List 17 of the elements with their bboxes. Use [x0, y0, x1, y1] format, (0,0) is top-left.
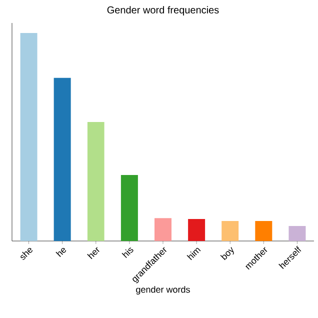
x-axis-title: gender words: [136, 286, 190, 295]
bar: [222, 221, 239, 241]
bar: [188, 218, 206, 241]
bar: [288, 226, 306, 241]
bar: [120, 175, 138, 241]
chart-title: Gender word frequencies: [107, 6, 219, 16]
x-tick-label: his: [122, 248, 134, 258]
x-tick-label: he: [56, 248, 66, 257]
bar: [255, 221, 272, 241]
x-tick-label: him: [186, 248, 201, 260]
x-tick-label: she: [20, 248, 32, 260]
x-tick-label: boy: [220, 246, 234, 260]
bar: [87, 122, 104, 241]
x-tick-label: her: [87, 247, 100, 260]
bar: [154, 218, 172, 241]
bar: [54, 78, 71, 241]
bar: [20, 32, 38, 241]
